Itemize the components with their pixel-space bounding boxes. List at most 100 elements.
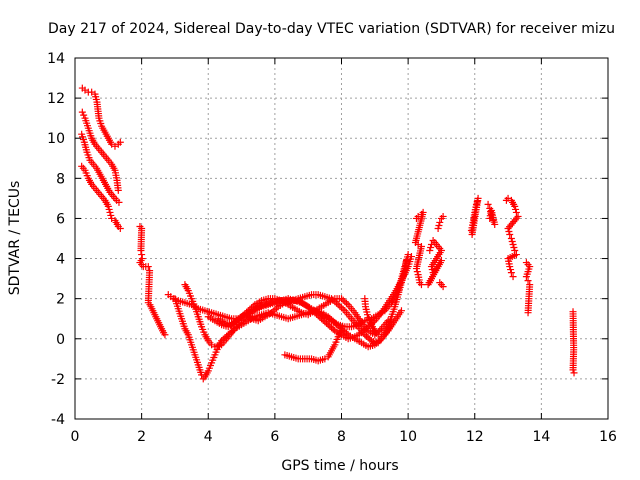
data-point (271, 306, 279, 314)
data-point (228, 321, 236, 329)
data-point (342, 329, 350, 337)
data-point (506, 263, 514, 271)
data-point (331, 298, 339, 306)
data-point (402, 257, 410, 265)
series-sat-r (502, 194, 522, 281)
data-point (328, 316, 336, 324)
y-tick-label: 14 (47, 51, 65, 67)
data-point (324, 321, 332, 329)
data-point (304, 303, 312, 311)
series-sat-c (78, 130, 123, 206)
data-point (161, 331, 169, 339)
data-point (413, 268, 421, 276)
x-tick-label: 10 (399, 429, 417, 445)
x-tick-label: 14 (532, 429, 550, 445)
data-point (427, 275, 435, 283)
data-point (144, 263, 152, 271)
x-tick-label: 0 (71, 429, 80, 445)
data-point (341, 298, 349, 306)
x-tick-label: 8 (337, 429, 346, 445)
data-point (512, 205, 520, 213)
data-point (439, 212, 447, 220)
data-point (324, 313, 332, 321)
series-sat-i (204, 295, 392, 339)
data-point (366, 335, 374, 343)
y-tick-label: 8 (56, 171, 65, 187)
data-point (397, 307, 405, 315)
grid (75, 58, 608, 419)
data-point (273, 304, 281, 312)
series-sat-q (484, 200, 499, 228)
series-sat-o (434, 212, 447, 291)
series-sat-j (214, 291, 395, 347)
data-point (569, 366, 577, 374)
data-point (417, 281, 425, 289)
data-points (78, 84, 578, 383)
data-point (505, 227, 513, 235)
data-point (484, 200, 492, 208)
chart-title: Day 217 of 2024, Sidereal Day-to-day VTE… (48, 21, 615, 37)
data-point (333, 320, 341, 328)
series-sat-b (78, 108, 122, 194)
data-point (106, 208, 114, 216)
y-tick-label: -4 (51, 412, 65, 428)
y-tick-label: 12 (47, 91, 65, 107)
data-point (218, 337, 226, 345)
data-point (522, 273, 530, 281)
data-point (319, 316, 327, 324)
data-point (338, 304, 345, 312)
data-point (436, 218, 444, 226)
data-point (509, 273, 517, 281)
data-point (323, 319, 331, 327)
data-point (226, 329, 234, 337)
data-point (524, 309, 532, 317)
data-point (439, 283, 447, 291)
data-point (219, 335, 227, 343)
data-point (427, 263, 435, 271)
data-point (510, 244, 518, 252)
x-tick-label: 16 (599, 429, 617, 445)
data-point (570, 369, 578, 377)
data-point (336, 302, 344, 310)
y-tick-label: 6 (56, 211, 65, 227)
data-point (339, 305, 347, 313)
data-point (524, 277, 532, 285)
data-point (338, 295, 345, 303)
data-point (329, 296, 337, 304)
x-tick-label: 2 (137, 429, 146, 445)
axis-ticks: 0 2 4 6 8 10 12 14 16 -4 -2 0 2 4 6 8 10 12 14 (47, 51, 617, 445)
data-point (407, 253, 415, 261)
data-point (426, 247, 434, 255)
data-point (329, 325, 337, 333)
x-axis-label: GPS time / hours (281, 458, 398, 474)
data-point (507, 266, 515, 274)
data-point (244, 307, 252, 315)
series-sat-s (522, 259, 534, 317)
data-point (506, 230, 514, 238)
data-point (486, 214, 494, 222)
data-point (318, 315, 326, 323)
data-point (105, 205, 113, 213)
data-point (116, 224, 124, 232)
data-point (229, 326, 237, 334)
data-point (269, 307, 277, 315)
data-point (341, 328, 349, 336)
data-point (104, 202, 112, 210)
series-sat-t (569, 308, 578, 377)
data-point (362, 332, 370, 340)
data-point (504, 224, 512, 232)
data-point (228, 328, 236, 336)
data-point (321, 318, 329, 326)
data-point (331, 319, 339, 327)
data-point (328, 324, 336, 332)
data-point (339, 296, 347, 304)
data-point (508, 238, 516, 246)
series-sat-d (78, 162, 124, 232)
data-point (246, 305, 254, 313)
data-point (333, 299, 341, 307)
data-point (468, 230, 476, 238)
data-point (138, 251, 146, 259)
data-point (221, 334, 229, 342)
y-tick-label: 0 (56, 332, 65, 348)
x-tick-label: 4 (204, 429, 213, 445)
